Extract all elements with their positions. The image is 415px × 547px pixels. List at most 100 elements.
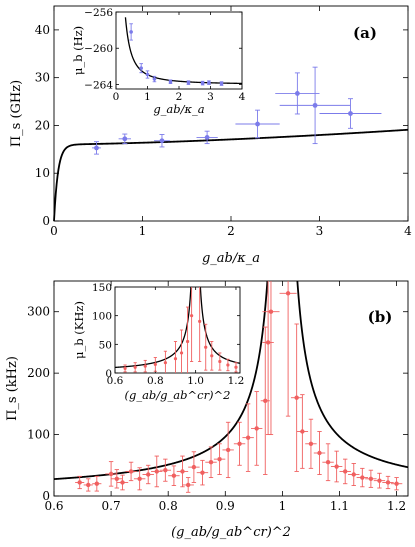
marker <box>225 447 231 453</box>
marker <box>133 365 137 369</box>
marker <box>245 435 251 440</box>
marker <box>190 314 194 318</box>
y-tick-label: 100 <box>27 428 50 442</box>
marker <box>204 134 210 140</box>
data-point <box>179 329 184 373</box>
inset-a: 0 1 2 3 4 −256 −260 −264 g_ab/κ_a μ_b (Hz) <box>71 7 246 116</box>
data-point <box>186 80 191 85</box>
data-point <box>205 446 217 479</box>
fit-curve-left <box>54 281 269 481</box>
data-point <box>250 391 263 466</box>
y-tick-label: 300 <box>27 305 50 319</box>
marker <box>185 339 190 344</box>
marker <box>94 481 100 486</box>
data-point <box>185 306 190 373</box>
data-point <box>356 467 369 488</box>
data-point <box>242 403 254 472</box>
y-tick-label: 0 <box>42 214 50 228</box>
marker <box>348 111 353 116</box>
data-point <box>373 472 386 489</box>
marker <box>191 464 197 470</box>
x-tick-label: 0.6 <box>44 499 63 513</box>
data-point <box>382 475 394 490</box>
marker <box>137 476 142 481</box>
data-point <box>279 66 351 145</box>
marker <box>108 471 114 477</box>
marker <box>204 345 208 349</box>
marker <box>210 354 214 358</box>
marker <box>265 340 271 345</box>
marker <box>168 79 173 84</box>
data-point <box>222 421 234 479</box>
data-point <box>204 323 208 371</box>
y-axis-label: Π_s (GHz) <box>9 80 24 147</box>
data-point <box>142 464 154 485</box>
x-tick-label: 1.1 <box>330 499 349 513</box>
x-tick-label: 3 <box>207 91 214 103</box>
x-tick-label: 1 <box>144 91 151 103</box>
inset-plot-area-b <box>114 286 241 374</box>
y-tick-label: 10 <box>35 166 50 180</box>
marker <box>385 480 391 485</box>
data-point <box>200 80 205 86</box>
marker <box>208 460 214 465</box>
marker <box>394 481 399 486</box>
data-point <box>133 362 137 373</box>
marker <box>234 365 238 369</box>
marker <box>185 482 191 488</box>
x-tick-label: 0.8 <box>147 375 164 387</box>
data-point <box>233 421 246 466</box>
inset-y-axis-label: μ_b (KHz) <box>72 301 86 359</box>
marker <box>268 309 274 314</box>
marker <box>285 291 291 296</box>
x-tick-label: 1 <box>279 499 287 513</box>
data-point <box>339 458 351 485</box>
y-tick-label: −264 <box>84 79 113 91</box>
data-point <box>153 357 157 372</box>
fit-curve-right <box>296 281 408 469</box>
marker <box>114 476 120 481</box>
data-point <box>210 341 214 371</box>
x-tick-label: 0.7 <box>102 499 121 513</box>
inset-b: 0.6 0.8 1.0 1.2 0 50 100 150 (g_ab/g_ab^cr)^2 μ_b… <box>72 282 245 402</box>
data-point <box>154 134 170 148</box>
marker <box>368 476 374 481</box>
marker <box>312 102 318 108</box>
y-axis-label: Π_s (kHz) <box>5 356 20 421</box>
x-tick-label: 1.0 <box>187 375 204 387</box>
marker <box>207 80 211 85</box>
data-point <box>290 323 303 472</box>
marker <box>180 469 185 474</box>
data-point <box>182 477 194 493</box>
x-tick-label: 1.2 <box>228 375 245 387</box>
marker <box>317 450 322 456</box>
x-tick-label: 0.6 <box>107 375 124 387</box>
data-point <box>92 475 102 492</box>
x-tick-label: 0 <box>50 224 58 238</box>
data-point <box>111 469 123 489</box>
marker <box>77 480 82 485</box>
data-point <box>143 359 147 373</box>
data-point <box>319 98 382 129</box>
marker <box>217 456 222 462</box>
x-tick-label: 4 <box>404 224 412 238</box>
marker <box>143 364 147 368</box>
panel-tag: (b) <box>368 308 393 326</box>
data-point <box>145 70 150 79</box>
x-tick-label: 0.8 <box>159 499 178 513</box>
data-point <box>213 443 226 475</box>
inset-plot-area-a <box>115 11 243 90</box>
data-point <box>159 458 172 482</box>
inset-fit-curve-right <box>199 287 240 364</box>
x-tick-label: 1 <box>139 224 147 238</box>
marker <box>200 470 205 475</box>
inset-y-axis-label: μ_b (Hz) <box>71 26 85 75</box>
marker <box>377 478 382 483</box>
data-point <box>260 326 270 475</box>
data-point <box>125 461 137 482</box>
inset-x-axis-label: g_ab/κ_a <box>153 102 204 116</box>
y-tick-label: 30 <box>35 71 50 85</box>
data-point <box>218 352 222 371</box>
data-point <box>330 450 343 483</box>
data-point <box>296 394 309 469</box>
